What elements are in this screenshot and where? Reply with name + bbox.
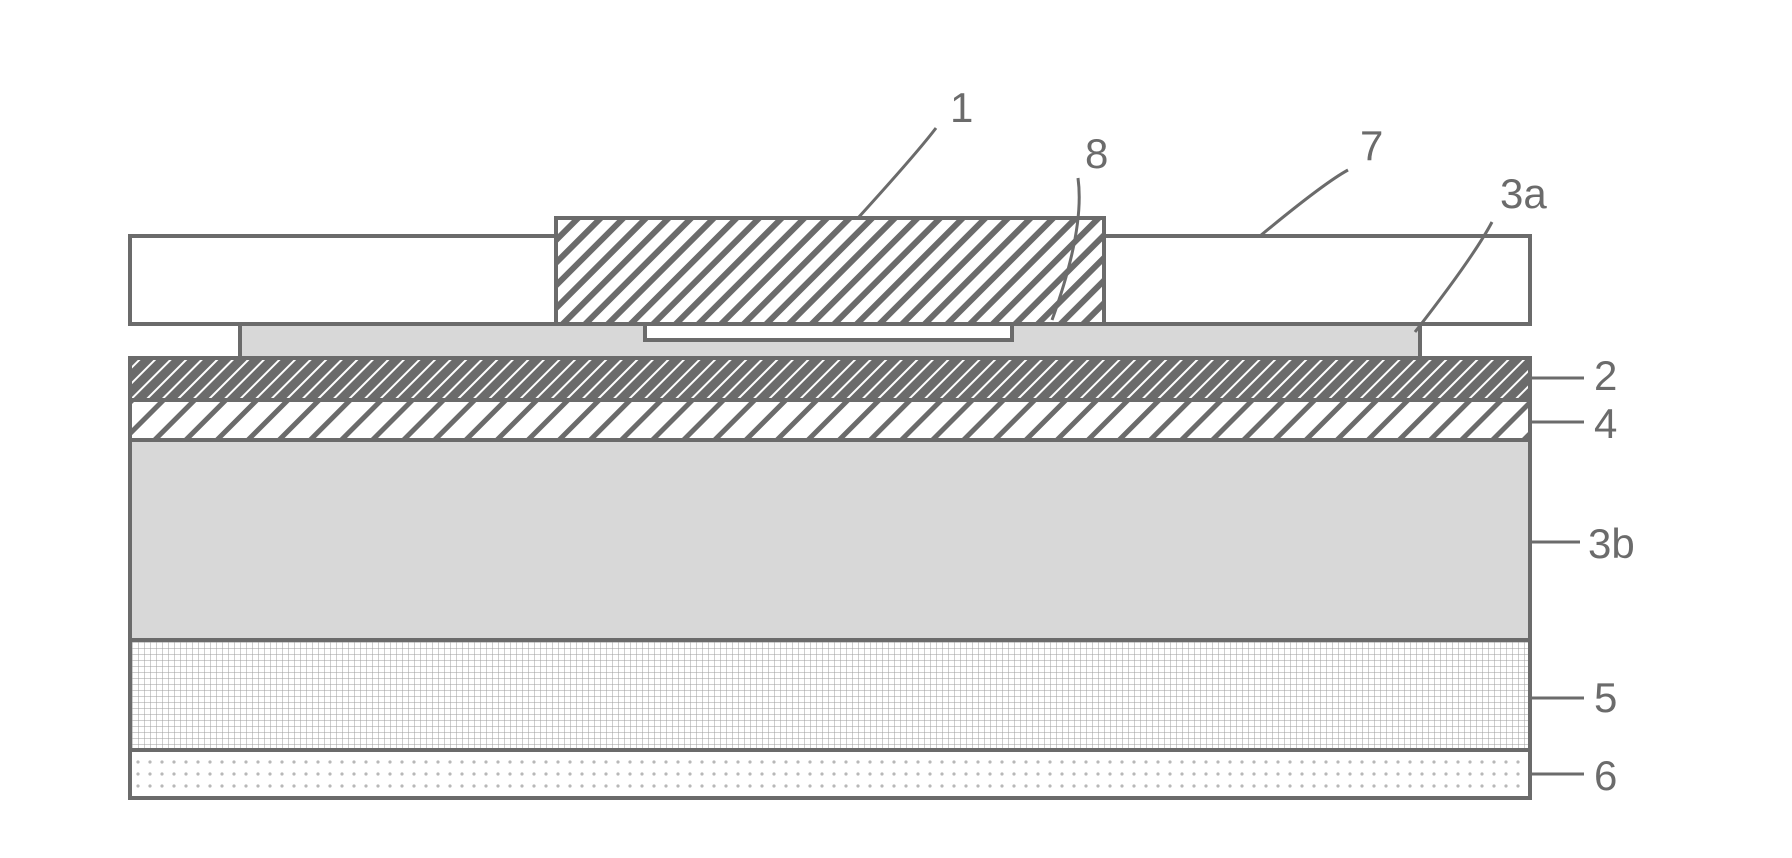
cross-section-diagram: 1 8 7 3a 24 3b 5 6: [0, 0, 1792, 858]
label-3a: 3a: [1500, 170, 1547, 217]
layer-3b: [130, 440, 1530, 640]
label-3b: 3b: [1588, 520, 1635, 567]
label-7: 7: [1360, 122, 1383, 169]
label-4: 4: [1594, 400, 1617, 447]
layer-7-left: [130, 236, 560, 324]
layer-7-right: [1100, 236, 1530, 324]
label-6: 6: [1594, 752, 1617, 799]
label-1: 1: [950, 84, 973, 131]
layer-3a: [240, 324, 1420, 358]
leader-1: [858, 128, 936, 218]
label-2: 2: [1594, 352, 1617, 399]
leader-7: [1260, 170, 1348, 236]
layer-2: [130, 358, 1530, 400]
label-8: 8: [1085, 130, 1108, 177]
layer-4: [130, 400, 1530, 440]
label-5: 5: [1594, 674, 1617, 721]
layer-6: [130, 750, 1530, 798]
layer-1: [556, 218, 1104, 324]
layer-5: [130, 640, 1530, 750]
